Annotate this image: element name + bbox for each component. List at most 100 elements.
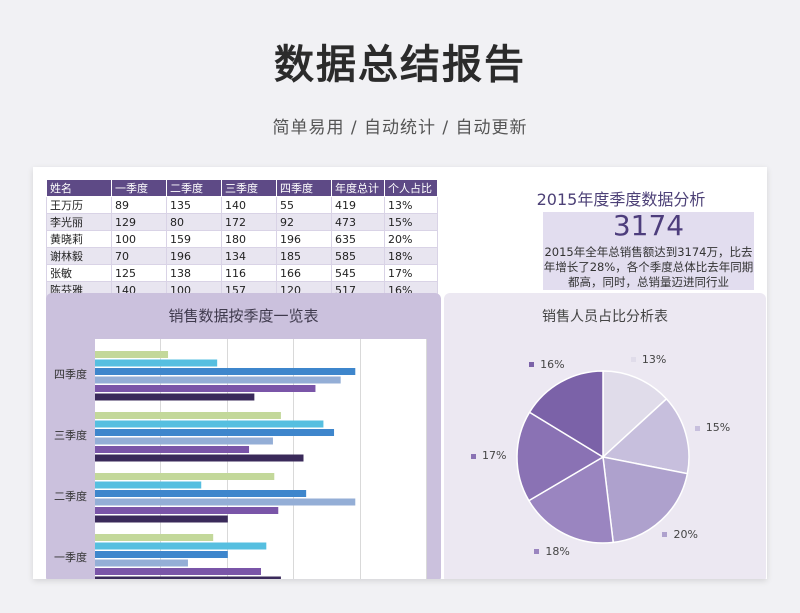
pie-slice-1 — [601, 397, 690, 475]
table-cell: 635 — [331, 230, 385, 248]
legend-swatch — [662, 532, 668, 538]
y-tick-label: 一季度 — [54, 551, 87, 565]
table-header-cell: 姓名 — [46, 179, 112, 197]
table-cell: 89 — [111, 196, 167, 214]
bar-2-2 — [95, 429, 335, 436]
pie-chart-title: 销售人员占比分析表 — [542, 309, 668, 325]
table-cell: 473 — [331, 213, 385, 231]
pie-slice-2 — [602, 456, 689, 544]
table-row: 张敏 125 138 116 166 545 17% — [46, 264, 438, 282]
bar-1-0 — [95, 473, 275, 480]
table-cell: 李光丽 — [46, 213, 112, 231]
table-cell: 138 — [166, 264, 222, 282]
table-header-cell: 二季度 — [166, 179, 222, 197]
table-row: 谢林毅 70 196 134 185 585 18% — [46, 247, 438, 265]
bar-0-0 — [95, 534, 214, 541]
bar-2-0 — [95, 412, 281, 419]
table-cell: 15% — [384, 213, 438, 231]
pie-percent-text: 20% — [673, 527, 698, 541]
table-cell: 张敏 — [46, 264, 112, 282]
table-row: 黄晓莉 100 159 180 196 635 20% — [46, 230, 438, 248]
table-cell: 196 — [166, 247, 222, 265]
table-cell: 166 — [276, 264, 332, 282]
table-row: 李光丽 129 80 172 92 473 15% — [46, 213, 438, 231]
table-header-cell: 个人占比 — [384, 179, 438, 197]
pie-percent-text: 13% — [641, 352, 667, 366]
summary-text: 2015年全年总销售额达到3174万，比去年增长了28%，各个季度总体比去年同期… — [543, 245, 754, 290]
legend-swatch — [471, 453, 476, 459]
bar-1-1 — [95, 481, 202, 489]
table-cell: 585 — [331, 247, 385, 265]
table-cell: 黄晓莉 — [46, 230, 112, 248]
table-header-cell: 三季度 — [221, 179, 277, 197]
bar-1-5 — [95, 515, 228, 523]
table-row: 王万历 89 135 140 55 419 13% — [46, 196, 438, 214]
bar-chart-panel: 销售数据按季度一览表 一季度 二季度 三季度 四季度 — [46, 293, 441, 579]
table-cell: 419 — [331, 196, 385, 214]
pie-percent-label: 16% — [529, 357, 565, 371]
table-cell: 13% — [384, 196, 438, 214]
y-tick-label: 四季度 — [54, 368, 87, 382]
bar-3-1 — [95, 359, 218, 367]
table-cell: 196 — [276, 230, 332, 248]
table-cell: 129 — [111, 213, 167, 231]
pie-slice-5 — [528, 370, 604, 459]
table-cell: 17% — [384, 264, 438, 282]
pie-percent-text: 15% — [705, 421, 731, 435]
bar-0-2 — [95, 551, 228, 558]
table-cell: 20% — [384, 230, 438, 248]
bar-0-3 — [95, 559, 188, 567]
summary-total-box — [543, 212, 754, 245]
table-cell: 55 — [276, 196, 332, 214]
pie-percent-label: 20% — [662, 527, 698, 541]
summary-title: 2015年度季度数据分析 — [536, 190, 706, 209]
pie-percent-label: 13% — [630, 352, 667, 366]
pie-percent-label: 15% — [694, 421, 731, 435]
bar-chart-title: 销售数据按季度一览表 — [168, 307, 319, 325]
table-cell: 王万历 — [46, 196, 112, 214]
bar-3-2 — [95, 368, 356, 375]
table-cell: 谢林毅 — [46, 247, 112, 265]
table-cell: 116 — [221, 264, 277, 282]
table-cell: 100 — [111, 230, 167, 248]
pie-slice-0 — [602, 370, 668, 459]
page-title: 数据总结报告 — [274, 42, 526, 88]
bar-1-2 — [95, 490, 307, 497]
table-header-cell: 一季度 — [111, 179, 167, 197]
bar-3-3 — [95, 376, 341, 384]
legend-swatch — [630, 357, 636, 363]
bar-1-3 — [95, 498, 356, 506]
bar-chart — [95, 339, 427, 579]
table-header-row: 姓名 一季度 二季度 三季度 四季度 年度总计 个人占比 — [46, 179, 438, 197]
table-cell: 180 — [221, 230, 277, 248]
summary-total: 3174 — [612, 209, 685, 242]
y-tick-label: 二季度 — [54, 490, 87, 504]
table-cell: 185 — [276, 247, 332, 265]
bar-plot-area — [95, 339, 427, 579]
y-tick-label: 三季度 — [54, 429, 87, 443]
bar-0-1 — [95, 542, 267, 550]
table-cell: 545 — [331, 264, 385, 282]
table-cell: 80 — [166, 213, 222, 231]
page-subtitle: 简单易用 / 自动统计 / 自动更新 — [272, 118, 528, 138]
table-cell: 159 — [166, 230, 222, 248]
report-card: 姓名 一季度 二季度 三季度 四季度 年度总计 个人占比 王万历 89 135 140… — [33, 167, 767, 579]
pie-slice-4 — [516, 411, 605, 502]
pie-percent-label: 17% — [471, 449, 506, 462]
pie-slice-3 — [527, 455, 615, 544]
pie-percent-text: 17% — [482, 449, 507, 463]
pie-percent-text: 16% — [540, 357, 565, 371]
table-cell: 140 — [221, 196, 277, 214]
bar-1-4 — [95, 507, 279, 514]
pie-percent-text: 18% — [545, 544, 570, 558]
bar-2-1 — [95, 420, 324, 428]
bar-0-5 — [95, 576, 281, 579]
legend-swatch — [529, 362, 535, 368]
table-cell: 125 — [111, 264, 167, 282]
table-header-cell: 年度总计 — [331, 179, 385, 197]
bar-3-5 — [95, 393, 255, 401]
sales-table: 姓名 一季度 二季度 三季度 四季度 年度总计 个人占比 王万历 89 135 140… — [46, 179, 438, 299]
table-cell: 18% — [384, 247, 438, 265]
bar-3-0 — [95, 351, 169, 358]
table-cell: 134 — [221, 247, 277, 265]
